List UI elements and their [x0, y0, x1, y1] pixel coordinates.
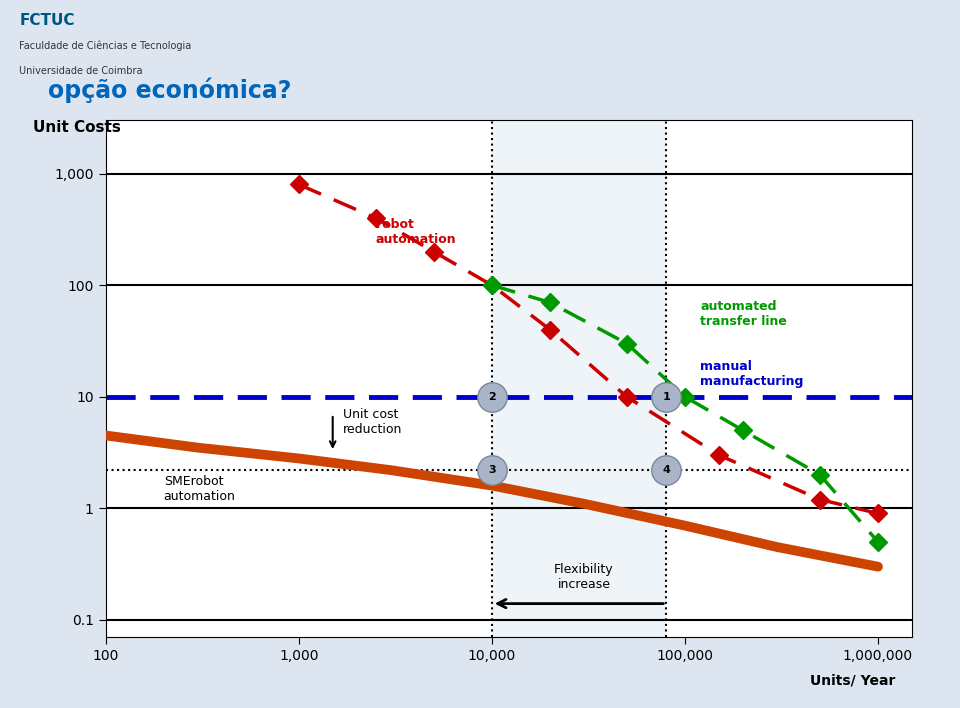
Point	[659, 391, 674, 402]
Text: SMErobot
automation: SMErobot automation	[164, 474, 235, 503]
Text: Units/ Year: Units/ Year	[810, 673, 896, 687]
Text: Faculdade de Ciências e Tecnologia: Faculdade de Ciências e Tecnologia	[19, 41, 191, 51]
Point	[659, 464, 674, 476]
Text: 3: 3	[488, 465, 495, 475]
Text: 2: 2	[488, 392, 495, 401]
Text: Universidade de Coimbra: Universidade de Coimbra	[19, 67, 143, 76]
Text: robot
automation: robot automation	[375, 218, 456, 246]
Text: FCTUC: FCTUC	[19, 13, 75, 28]
Point	[484, 464, 499, 476]
Text: Unit Costs: Unit Costs	[33, 120, 121, 135]
Text: automated
transfer line: automated transfer line	[700, 300, 787, 328]
Text: 4: 4	[662, 465, 670, 475]
Text: 1: 1	[662, 392, 670, 401]
Bar	[492, 120, 666, 637]
Text: opção económica?: opção económica?	[48, 77, 292, 103]
Text: Flexibility
increase: Flexibility increase	[554, 564, 613, 591]
Text: Unit cost
reduction: Unit cost reduction	[343, 408, 402, 435]
Point	[484, 391, 499, 402]
Text: manual
manufacturing: manual manufacturing	[700, 360, 804, 388]
